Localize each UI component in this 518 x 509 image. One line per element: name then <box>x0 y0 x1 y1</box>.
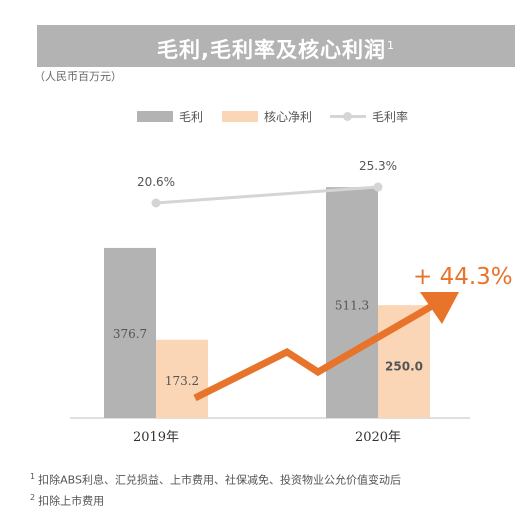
chart-title: 毛利,毛利率及核心利润1 <box>37 25 515 67</box>
legend-core-net-profit: 核心净利 <box>222 108 312 125</box>
label-core-net-profit-0: 173.2 <box>165 374 199 388</box>
footnote-1-mark: 1 <box>30 472 36 481</box>
bar-core-net-profit-0 <box>156 339 208 418</box>
legend-gross-profit: 毛利 <box>137 108 203 125</box>
footnote-2-text: 扣除上市费用 <box>38 494 105 508</box>
series-line-gross-margin <box>155 185 379 205</box>
label-gross-profit-0: 376.7 <box>113 327 147 341</box>
label-core-net-profit-1: 250.0 <box>385 360 423 374</box>
unit-label: （人民币百万元） <box>34 70 122 83</box>
footnote-1: 1 扣除ABS利息、汇兑损益、上市费用、社保减免、投资物业公允价值变动后 <box>30 468 401 489</box>
growth-label: + 44.3% <box>413 264 513 290</box>
legend-label-core-net-profit: 核心净利 <box>264 110 313 124</box>
label-gross-profit-1: 511.3 <box>335 298 369 312</box>
legend-swatch-gross-margin <box>330 111 366 122</box>
title-footnote-mark: 1 <box>386 39 395 52</box>
x-tick-label-0: 2019年 <box>133 430 179 445</box>
legend-swatch-core-net-profit <box>222 111 258 122</box>
footnote-1-text: 扣除ABS利息、汇兑损益、上市费用、社保减免、投资物业公允价值变动后 <box>38 473 401 487</box>
bar-gross-profit-0 <box>104 247 156 418</box>
label-gross-margin-1: 25.3% <box>359 159 397 173</box>
legend-swatch-gross-profit <box>137 111 173 122</box>
footnotes: 1 扣除ABS利息、汇兑损益、上市费用、社保减免、投资物业公允价值变动后 2 扣除上… <box>30 468 401 509</box>
point-gross-margin-1 <box>373 182 383 192</box>
point-gross-margin-0 <box>151 198 161 208</box>
legend-label-gross-margin: 毛利率 <box>372 110 409 124</box>
legend-label-gross-profit: 毛利 <box>179 110 204 124</box>
chart-plot: 376.7 511.3 173.2 250.0 20.6% 25.3% 2019年 2020年… <box>70 159 513 445</box>
chart-title-text: 毛利,毛利率及核心利润 <box>157 38 386 62</box>
label-gross-margin-0: 20.6% <box>137 175 175 189</box>
footnote-2-mark: 2 <box>30 492 36 502</box>
legend-gross-margin: 毛利率 <box>330 108 408 125</box>
footnote-2: 2 扣除上市费用 <box>30 489 401 509</box>
growth-arrow-line <box>193 302 434 402</box>
x-tick-label-1: 2020年 <box>355 430 401 445</box>
bar-gross-profit-1 <box>326 187 378 418</box>
growth-arrow-head <box>420 292 459 324</box>
chart-legend: 毛利 核心净利 毛利率 <box>0 108 518 128</box>
